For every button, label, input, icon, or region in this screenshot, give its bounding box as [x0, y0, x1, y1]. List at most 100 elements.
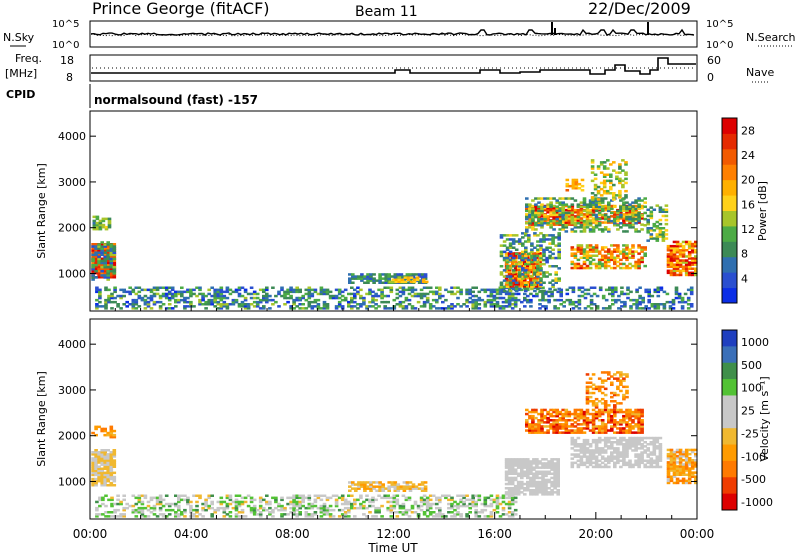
- data-cell: [371, 515, 375, 518]
- data-cell: [610, 410, 614, 414]
- data-cell: [319, 494, 324, 497]
- data-cell: [167, 298, 172, 302]
- data-cell: [614, 288, 618, 292]
- data-cell: [658, 447, 663, 450]
- data-cell: [674, 292, 679, 296]
- data-cell: [94, 481, 98, 485]
- data-cell: [516, 464, 521, 467]
- data-cell: [541, 476, 545, 480]
- data-cell: [530, 260, 534, 264]
- data-cell: [590, 192, 595, 195]
- data-cell: [625, 421, 629, 424]
- data-cell: [547, 478, 551, 482]
- data-cell: [177, 494, 181, 497]
- data-cell: [292, 290, 296, 294]
- data-cell: [588, 262, 593, 266]
- data-cell: [643, 197, 647, 200]
- y-tick-label: 2000: [58, 222, 86, 235]
- data-cell: [610, 441, 614, 444]
- data-cell: [610, 199, 614, 202]
- data-cell: [576, 412, 581, 416]
- data-cell: [486, 496, 491, 500]
- data-cell: [530, 287, 534, 291]
- data-cell: [658, 465, 663, 469]
- data-cell: [616, 211, 620, 215]
- data-cell: [579, 410, 584, 414]
- data-cell: [593, 183, 598, 187]
- data-cell: [573, 429, 578, 432]
- data-cell: [558, 207, 562, 211]
- data-cell: [265, 298, 269, 302]
- data-cell: [610, 256, 614, 259]
- data-cell: [146, 303, 151, 306]
- data-cell: [594, 447, 599, 450]
- data-cell: [533, 256, 537, 260]
- data-cell: [513, 260, 518, 263]
- freq-label: Freq.: [15, 52, 42, 65]
- data-cell: [369, 275, 373, 278]
- data-cell: [672, 463, 677, 466]
- data-cell: [523, 276, 527, 280]
- data-cell: [585, 264, 590, 268]
- data-cell: [258, 307, 263, 310]
- data-cell: [625, 431, 629, 434]
- data-cell: [161, 294, 166, 298]
- data-cell: [546, 425, 550, 428]
- data-cell: [106, 475, 110, 479]
- data-cell: [474, 502, 478, 506]
- data-cell: [547, 460, 551, 463]
- data-cell: [558, 223, 562, 226]
- data-cell: [607, 414, 611, 418]
- data-cell: [228, 498, 233, 502]
- data-cell: [492, 298, 497, 302]
- data-cell: [687, 257, 692, 260]
- data-cell: [504, 478, 509, 482]
- data-cell: [579, 264, 584, 268]
- data-cell: [588, 395, 593, 399]
- data-cell: [109, 465, 114, 468]
- data-cell: [423, 485, 428, 488]
- data-cell: [643, 211, 647, 215]
- data-cell: [588, 457, 593, 460]
- data-cell: [600, 254, 605, 257]
- data-cell: [590, 171, 595, 174]
- data-cell: [510, 272, 515, 276]
- data-cell: [684, 459, 689, 462]
- data-cell: [520, 279, 524, 282]
- data-cell: [574, 187, 579, 190]
- data-cell: [655, 445, 660, 448]
- data-cell: [106, 245, 110, 248]
- data-cell: [625, 463, 629, 467]
- data-cell: [369, 489, 373, 492]
- data-cell: [622, 373, 626, 376]
- data-cell: [687, 253, 692, 256]
- data-cell: [298, 504, 302, 508]
- data-cell: [158, 498, 163, 502]
- data-cell: [119, 296, 123, 300]
- data-cell: [94, 257, 98, 260]
- data-cell: [603, 371, 608, 374]
- data-cell: [647, 292, 651, 296]
- data-cell: [551, 240, 555, 243]
- data-cell: [331, 508, 336, 512]
- data-cell: [216, 288, 221, 292]
- data-cell: [495, 511, 500, 514]
- data-cell: [394, 280, 399, 284]
- data-cell: [161, 286, 166, 289]
- data-cell: [634, 423, 638, 426]
- data-cell: [558, 410, 562, 414]
- data-cell: [360, 277, 364, 280]
- data-cell: [664, 204, 669, 207]
- data-cell: [628, 427, 632, 430]
- data-cell: [594, 219, 599, 222]
- data-cell: [541, 305, 545, 308]
- data-cell: [483, 515, 488, 518]
- data-cell: [603, 262, 608, 266]
- data-cell: [568, 298, 573, 302]
- data-cell: [619, 205, 623, 208]
- data-cell: [579, 416, 584, 420]
- data-cell: [91, 451, 95, 454]
- data-cell: [517, 271, 522, 274]
- data-cell: [597, 459, 602, 462]
- data-cell: [252, 511, 257, 514]
